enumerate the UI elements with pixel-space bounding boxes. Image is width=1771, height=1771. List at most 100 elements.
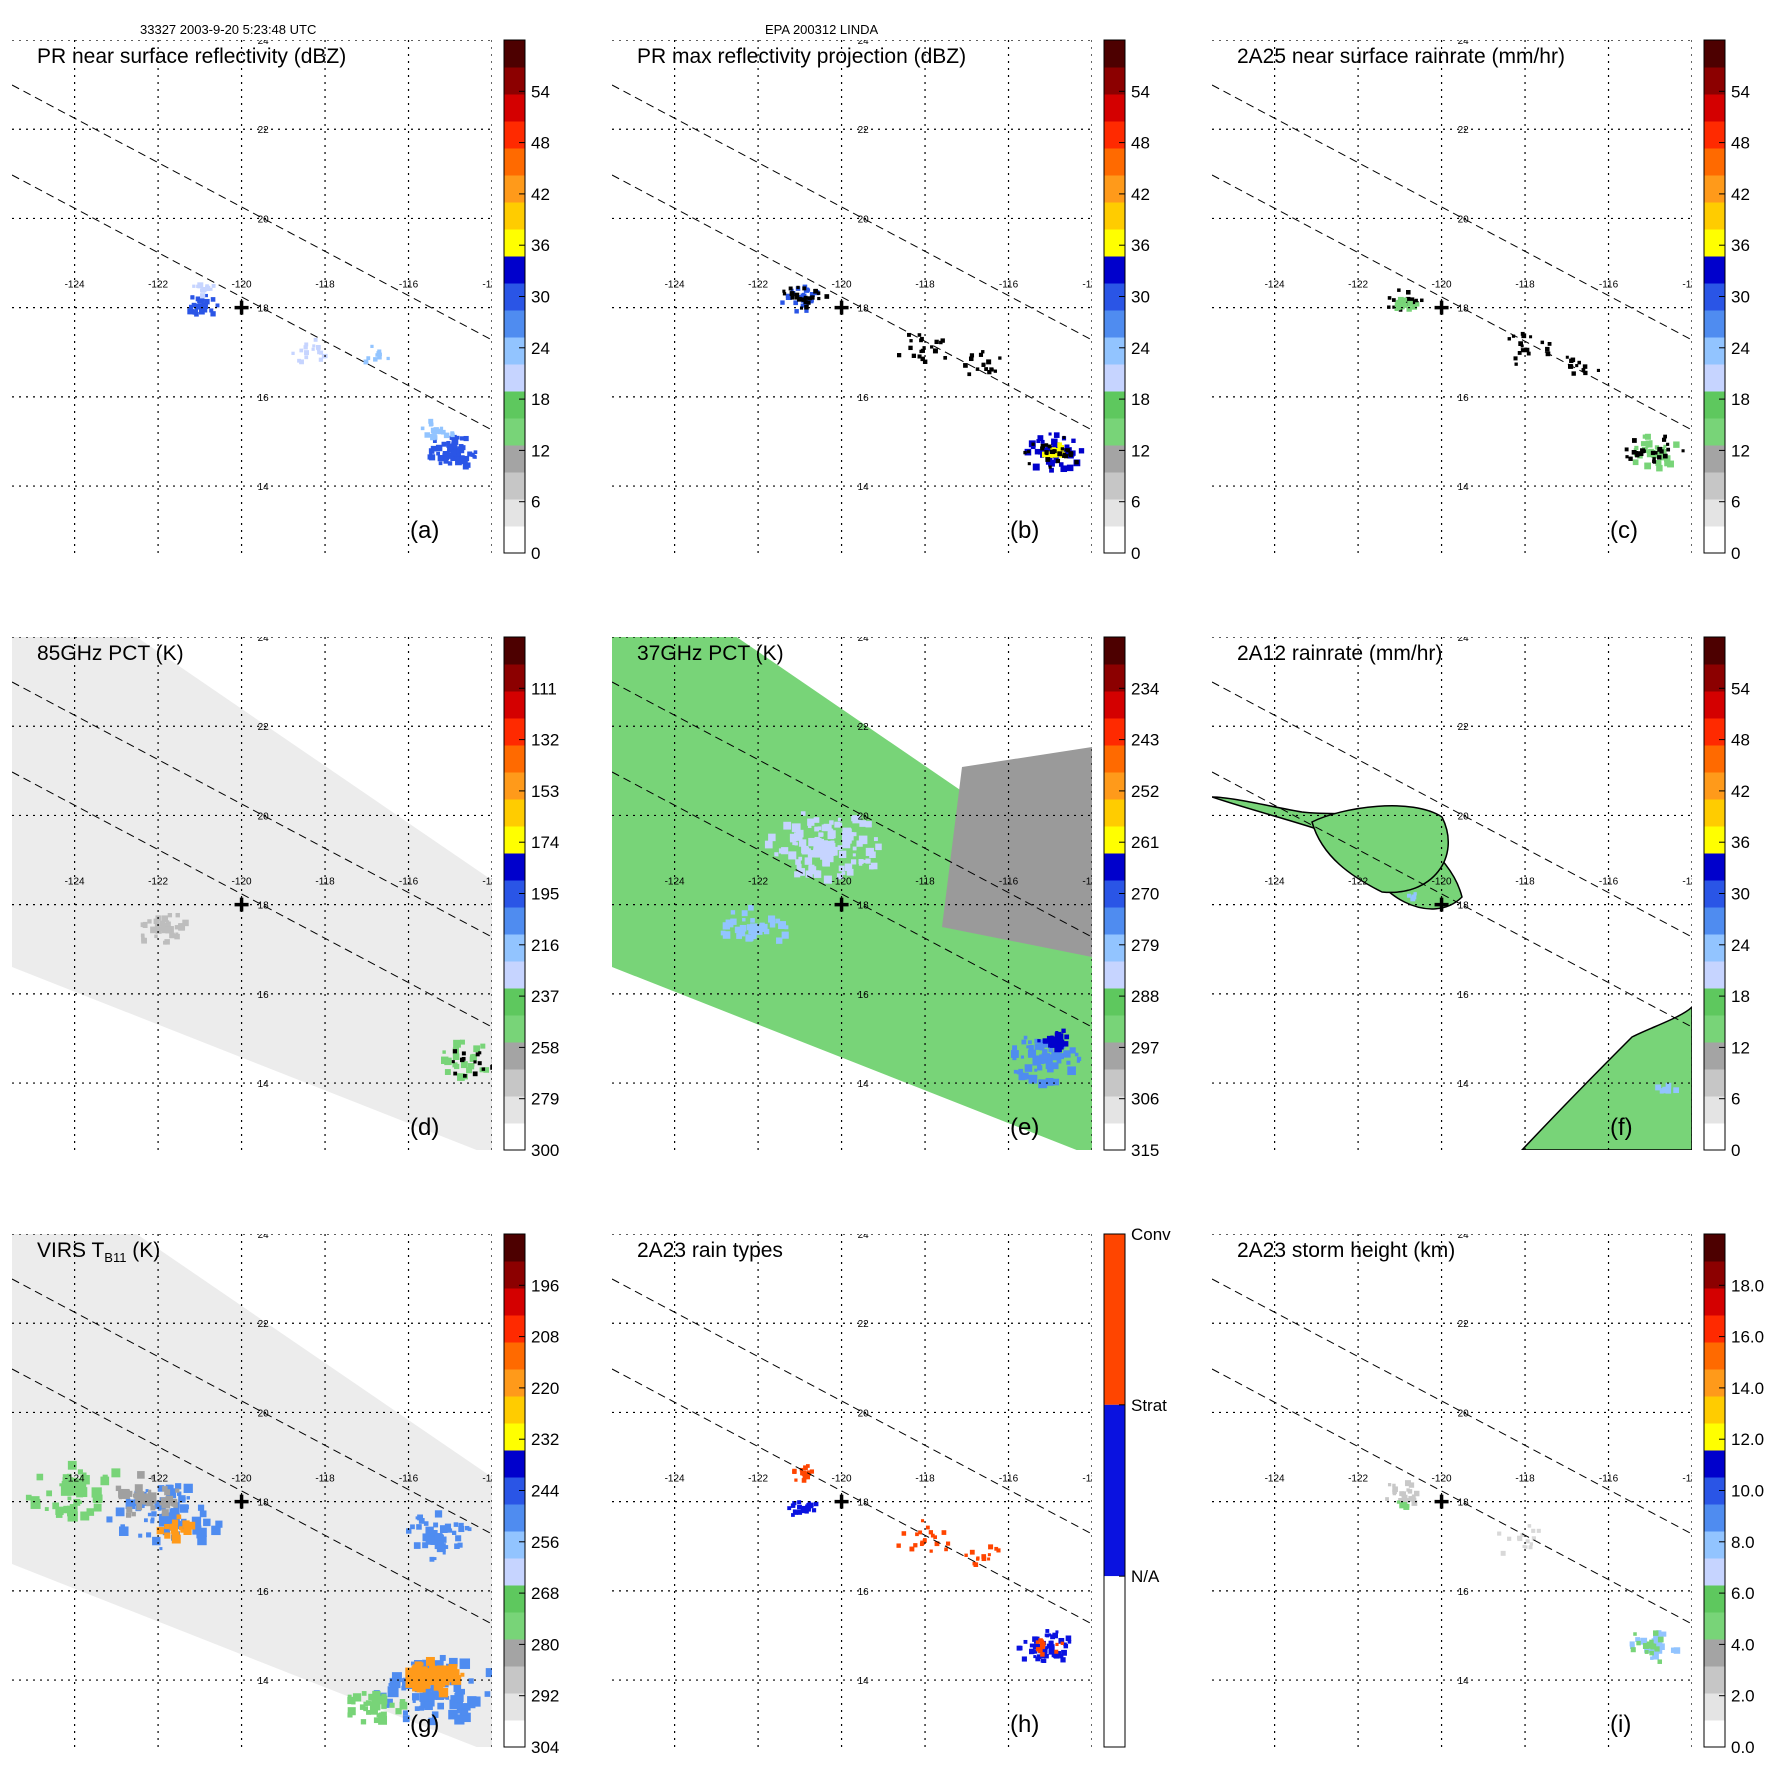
colorbar-segment — [504, 229, 525, 257]
storm-center-marker — [1434, 300, 1449, 315]
data-cell — [807, 296, 812, 301]
data-cell — [304, 350, 309, 356]
data-cell — [826, 844, 835, 853]
data-cell — [415, 1516, 419, 1520]
data-cell — [100, 1476, 110, 1486]
data-cell — [1044, 1653, 1049, 1659]
data-cell — [769, 922, 776, 928]
colorbar-segment — [504, 1423, 525, 1451]
colorbar-tick-label: 196 — [531, 1276, 559, 1295]
colorbar-tick-label: 0.0 — [1731, 1738, 1755, 1757]
colorbar-segment — [504, 853, 525, 881]
data-cell — [1045, 457, 1051, 462]
data-cell — [67, 1460, 77, 1470]
colorbar-segment — [1704, 961, 1725, 989]
data-cell — [164, 1489, 171, 1496]
data-cell — [455, 1535, 462, 1542]
data-cell — [1420, 298, 1424, 303]
data-cell — [1047, 444, 1052, 449]
data-cell — [67, 1481, 79, 1493]
data-cell — [930, 345, 934, 349]
colorbar-segment — [1704, 691, 1725, 719]
data-cell — [865, 858, 871, 864]
data-cell — [378, 1715, 388, 1725]
colorbar-tick-label: 30 — [1131, 288, 1150, 307]
colorbar-segment — [1104, 472, 1125, 500]
colorbar-segment — [1704, 94, 1725, 122]
data-cell — [1032, 463, 1040, 471]
colorbar-tick-label: 195 — [531, 885, 559, 904]
x-tick-label: -122 — [148, 1474, 168, 1485]
data-cell — [426, 1688, 431, 1693]
data-cell — [442, 1551, 446, 1555]
data-cell — [730, 918, 737, 925]
data-cell — [454, 1063, 460, 1070]
data-cell — [987, 1553, 991, 1557]
data-cell — [470, 452, 475, 457]
data-cell — [440, 429, 446, 435]
colorbar-segment — [504, 418, 525, 446]
data-cell — [875, 843, 882, 851]
x-tick-label: -114 — [1082, 1474, 1102, 1485]
x-tick-label: -124 — [65, 877, 85, 888]
data-cell — [934, 1541, 940, 1547]
data-cell — [451, 1060, 455, 1064]
data-cell — [430, 434, 436, 441]
colorbar-segment — [504, 1558, 525, 1586]
data-cell — [211, 283, 216, 288]
colorbar-segment — [1704, 880, 1725, 908]
data-cell — [968, 356, 974, 362]
x-tick-label: -124 — [665, 877, 685, 888]
data-cell — [801, 292, 805, 296]
data-cell — [191, 1516, 202, 1526]
data-cell — [1078, 448, 1085, 454]
data-cell — [1402, 1498, 1408, 1504]
data-cell — [312, 344, 316, 348]
data-cell — [441, 441, 447, 447]
data-cell — [932, 348, 938, 354]
data-cell — [1051, 1051, 1060, 1061]
data-cell — [1034, 448, 1041, 455]
y-tick-label: 16 — [258, 990, 270, 1001]
data-cell — [444, 1545, 449, 1549]
x-tick-label: -116 — [399, 280, 419, 291]
data-cell — [1653, 1635, 1658, 1640]
data-cell — [1649, 1650, 1654, 1656]
colorbar-segment — [1704, 1042, 1725, 1070]
x-tick-label: -124 — [1265, 877, 1285, 888]
data-cell — [1029, 1643, 1034, 1648]
data-cell — [1646, 440, 1652, 447]
data-cell — [191, 302, 197, 308]
data-cell — [115, 1507, 125, 1517]
colorbar-segment — [1704, 718, 1725, 746]
colorbar-segment — [504, 637, 525, 665]
data-cell — [183, 1526, 192, 1535]
data-cell — [749, 937, 754, 941]
y-tick-label: 24 — [858, 36, 870, 47]
colorbar-segment — [504, 445, 525, 473]
data-cell — [126, 1506, 133, 1513]
data-cell — [1628, 456, 1633, 461]
data-cell — [439, 426, 444, 431]
data-cell — [1024, 1064, 1033, 1072]
colorbar: 0 6 12 18 24 30 36 42 48 54 — [1703, 39, 1750, 563]
plot-area: -124 -122 -120 -118 -116 -114 14 16 18 20 22 24 — [12, 637, 492, 1150]
colorbar-segment — [504, 175, 525, 203]
data-cell — [813, 849, 817, 854]
data-cell — [1407, 1489, 1413, 1494]
data-cell — [373, 357, 378, 362]
data-cell — [175, 1483, 182, 1490]
y-tick-label: 16 — [858, 1587, 870, 1598]
data-cell — [372, 1690, 381, 1700]
colorbar-tick-label: 8.0 — [1731, 1533, 1755, 1552]
colorbar-segment — [1704, 175, 1725, 203]
data-cell — [1646, 1641, 1653, 1648]
data-cell — [448, 1709, 458, 1720]
data-cell — [981, 350, 985, 354]
data-cell — [1644, 462, 1652, 470]
data-cell — [1392, 305, 1396, 309]
y-tick-label: 20 — [858, 214, 870, 225]
colorbar-tick-label: 292 — [531, 1687, 559, 1706]
data-cell — [870, 862, 878, 870]
data-cell — [154, 934, 158, 939]
